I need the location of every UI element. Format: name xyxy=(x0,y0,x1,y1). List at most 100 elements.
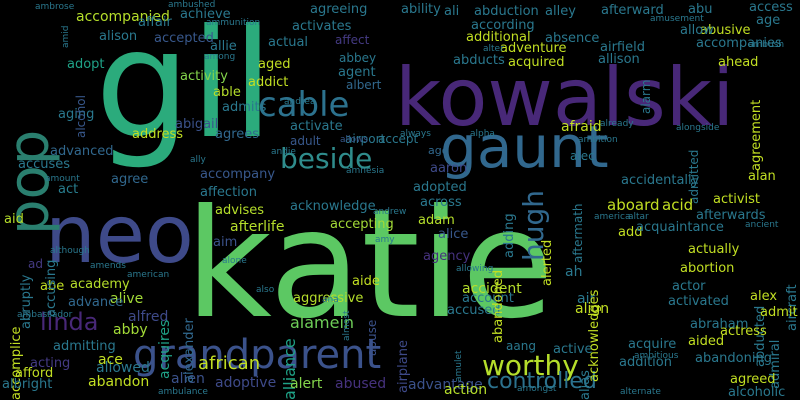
word-alcoholic: alcoholic xyxy=(728,385,786,400)
word-worthy: worthy xyxy=(482,349,579,382)
word-acquires: acquires xyxy=(157,319,173,379)
word-ad: ad xyxy=(28,257,43,271)
word-actually: actually xyxy=(688,242,740,257)
word-accompanies: accompanies xyxy=(696,36,782,51)
word-neo: neo xyxy=(45,188,194,281)
word-active: active xyxy=(553,342,593,357)
word-airport: airport xyxy=(345,132,386,146)
word-aim: aim xyxy=(213,235,238,250)
word-act: act xyxy=(58,182,79,197)
word-accompanied: accompanied xyxy=(76,9,170,25)
word-activates: activates xyxy=(292,19,352,34)
word-amnesia: amnesia xyxy=(346,166,385,176)
word-agent: agent xyxy=(338,65,376,80)
word-ambushed: ambushed xyxy=(168,0,216,10)
word-allow: allow xyxy=(680,23,714,38)
word-albert: albert xyxy=(346,78,382,92)
word-activist: activist xyxy=(713,192,760,207)
word-alcohol: alcohol xyxy=(74,95,88,138)
word-ambitious: ambitious xyxy=(634,351,679,361)
word-activity: activity xyxy=(180,69,228,84)
word-kowalski: kowalski xyxy=(395,51,735,144)
word-ability: ability xyxy=(401,2,441,17)
word-addition: addition xyxy=(619,355,672,370)
word-adding: adding xyxy=(502,213,517,258)
word-aboard: aboard xyxy=(607,196,660,214)
word-aaron: aaron xyxy=(430,161,468,176)
word-acknowledge: acknowledge xyxy=(290,199,376,214)
word-activated: activated xyxy=(668,294,729,309)
word-access: access xyxy=(749,0,793,15)
word-agreeing: agreeing xyxy=(310,2,368,17)
word-afterward: afterward xyxy=(601,3,664,18)
word-acquired: acquired xyxy=(508,55,565,70)
word-amulet: amulet xyxy=(454,350,464,382)
word-amid: amid xyxy=(61,25,71,49)
word-aid: aid xyxy=(4,212,24,227)
word-accepting: accepting xyxy=(330,217,394,232)
word-accompany: accompany xyxy=(200,167,276,182)
word-accept: accept xyxy=(378,132,419,146)
word-agreement: agreement xyxy=(749,99,764,171)
word-accepted: accepted xyxy=(154,31,214,46)
word-aggressive: aggressive xyxy=(293,291,364,306)
word-alter: alter xyxy=(483,44,504,54)
word-ambush: ambush xyxy=(748,40,785,50)
word-address: address xyxy=(132,127,184,142)
word-adopted: adopted xyxy=(413,180,467,195)
word-always: always xyxy=(400,129,431,139)
word-alone: alone xyxy=(222,256,247,266)
word-affair: affair xyxy=(138,15,172,30)
word-airfield: airfield xyxy=(600,40,645,55)
word-agree: agree xyxy=(111,172,149,187)
word-linda: linda xyxy=(40,308,99,336)
word-alert: alert xyxy=(290,376,323,392)
word-also: also xyxy=(256,285,275,295)
word-alan: alan xyxy=(748,169,776,184)
word-alive: alive xyxy=(110,291,144,307)
word-alice: alice xyxy=(438,227,469,242)
word-advance: advance xyxy=(68,295,124,310)
word-air: air xyxy=(577,291,596,307)
word-agency: agency xyxy=(423,249,471,264)
word-ancient: ancient xyxy=(745,220,779,230)
word-although: although xyxy=(50,246,90,256)
word-additional: additional xyxy=(466,30,531,45)
word-abuse: abuse xyxy=(365,319,379,356)
word-academy: academy xyxy=(70,277,130,292)
word-afterlife: afterlife xyxy=(230,219,285,235)
word-gil: gil xyxy=(95,0,274,172)
word-beside: beside xyxy=(280,142,373,175)
word-affect: affect xyxy=(335,33,370,47)
word-afraid: afraid xyxy=(561,119,602,135)
word-african: african xyxy=(198,353,261,374)
word-adoptive: adoptive xyxy=(215,375,277,391)
word-affection: affection xyxy=(200,185,257,200)
word-katie: katie xyxy=(185,178,554,352)
word-airplane: airplane xyxy=(396,340,411,393)
word-ambulance: ambulance xyxy=(158,387,208,397)
word-acting: acting xyxy=(30,356,71,371)
word-afterwards: afterwards xyxy=(696,208,766,223)
word-america: america xyxy=(594,212,631,222)
word-amy: amy xyxy=(375,235,395,245)
word-already: already xyxy=(600,119,634,129)
word-age: age xyxy=(756,13,781,28)
word-acknowledges: acknowledges xyxy=(587,289,602,382)
word-abandoning: abandoning xyxy=(695,351,772,366)
word-alerted: alerted xyxy=(540,239,555,286)
word-aftermath: aftermath xyxy=(571,203,585,263)
word-agreed: agreed xyxy=(730,372,776,387)
word-accidentally: accidentally xyxy=(621,173,700,188)
word-add: add xyxy=(618,225,643,240)
word-abu: abu xyxy=(688,2,713,17)
word-ace: ace xyxy=(98,352,123,368)
word-activate: activate xyxy=(290,119,343,134)
word-amends: amends xyxy=(90,261,126,271)
word-andie: andie xyxy=(271,147,296,157)
word-altar: altar xyxy=(628,212,649,222)
word-accuses: accuses xyxy=(18,157,71,172)
word-aged: aged xyxy=(258,57,291,72)
word-able: able xyxy=(213,85,241,100)
